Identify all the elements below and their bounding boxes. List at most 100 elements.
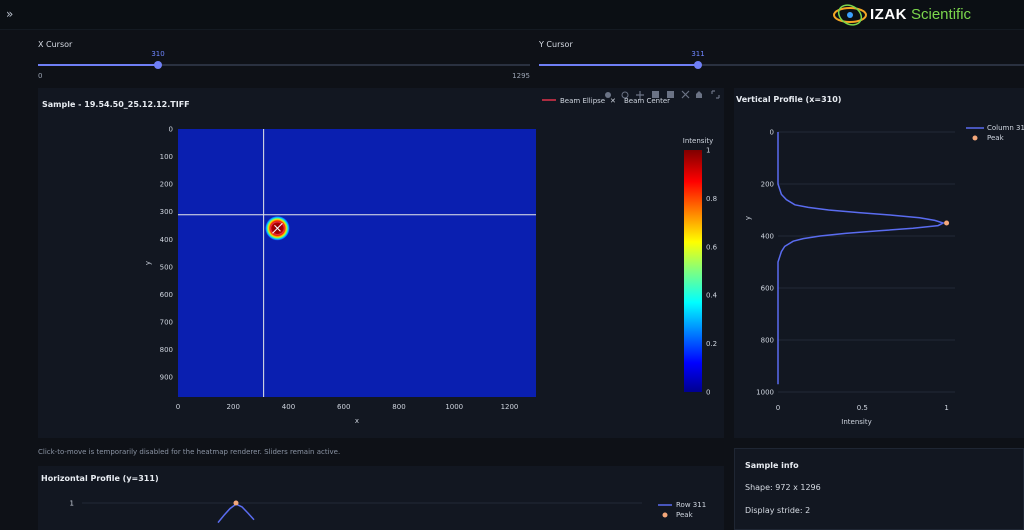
horizontal-profile-chart[interactable]: 1 Row 311 Peak [38,466,724,530]
autoscale-icon[interactable] [681,90,690,99]
y-tick-label: 500 [160,263,173,271]
renderer-note: Click-to-move is temporarily disabled fo… [38,448,341,456]
x-cursor-value: 310 [151,50,165,58]
zoom-out-icon[interactable] [667,91,674,98]
y-tick-label: 100 [160,153,173,161]
sample-shape: Shape: 972 x 1296 [745,483,821,492]
x-axis-label: x [355,417,359,425]
heatmap-background [178,129,536,397]
y-tick-label: 1 [70,500,74,508]
vertical-profile-title: Vertical Profile (x=310) [736,95,842,104]
x-axis-label: Intensity [841,418,871,426]
horizontal-profile-plot-area[interactable]: 1 [70,500,642,524]
vertical-profile-panel: Vertical Profile (x=310) 0 200 400 600 800 10… [734,88,1024,438]
plot-toolbar[interactable] [605,90,720,99]
horizontal-profile-panel: Horizontal Profile (y=311) 1 Row 311 Pea… [38,466,724,530]
colorbar-tick-label: 0 [706,389,710,397]
legend-column[interactable]: Column 310 [987,124,1024,132]
x-cursor-track[interactable] [38,61,530,69]
x-cursor-fill [38,64,158,66]
y-tick-label: 400 [761,233,774,241]
y-tick-label: 200 [160,181,173,189]
y-cursor-slider[interactable]: Y Cursor 311 [539,38,1024,82]
x-tick-label: 800 [392,403,405,411]
x-cursor-thumb[interactable] [154,61,162,69]
column-profile-line [777,132,946,385]
colorbar [684,150,702,392]
x-cursor-slider[interactable]: X Cursor 310 0 1295 [38,38,530,82]
y-cursor-thumb[interactable] [694,61,702,69]
legend-beam-center[interactable]: Beam Center [624,97,670,105]
heatmap-plot-area[interactable]: 0 200 400 600 800 1000 1200 0 100 200 300 400 500 600… [144,126,536,426]
y-tick-label: 600 [761,285,774,293]
y-tick-label: 800 [160,346,173,354]
top-bar: » IZAK Scientific [0,0,1024,30]
colorbar-ticks: 1 0.8 0.6 0.4 0.2 0 [706,147,718,397]
legend-peak[interactable]: Peak [987,134,1005,142]
x-cursor-label: X Cursor [38,40,73,49]
y-tick-label: 300 [160,208,173,216]
legend-beam-ellipse[interactable]: Beam Ellipse [560,97,605,105]
heatmap-title: Sample - 19.54.50_25.12.12.TIFF [42,100,190,109]
y-tick-label: 0 [770,129,774,137]
heatmap-panel: Sample - 19.54.50_25.12.12.TIFF [38,88,724,438]
pan-icon[interactable] [636,91,644,99]
logo-brand: IZAK [870,6,907,23]
y-axis-label: y [144,261,152,265]
double-chevron-right-icon[interactable]: » [6,7,14,21]
zoom-icon[interactable] [621,91,629,99]
y-cursor-label: Y Cursor [539,40,573,49]
heatmap-legend[interactable]: Beam Ellipse ✕ Beam Center [542,97,670,105]
row-profile-line [217,503,255,524]
zoom-in-icon[interactable] [652,91,659,98]
x-tick-label: 400 [282,403,295,411]
y-tick-label: 800 [761,337,774,345]
x-cursor-max: 1295 [512,72,530,80]
vertical-profile-legend[interactable]: Column 310 Peak [966,124,1024,142]
x-tick-label: 0 [776,404,780,412]
y-tick-label: 200 [761,181,774,189]
heatmap-chart[interactable]: Beam Ellipse ✕ Beam Center 0 200 400 600 800… [38,88,724,438]
peak-marker [944,220,950,226]
colorbar-tick-label: 1 [706,147,710,155]
x-tick-label: 600 [337,403,350,411]
sample-info-title: Sample info [745,461,799,470]
camera-icon[interactable] [605,92,611,98]
colorbar-title: Intensity [683,137,713,145]
horizontal-profile-legend[interactable]: Row 311 Peak [658,501,706,519]
x-tick-label: 1 [944,404,948,412]
peak-swatch [972,135,978,141]
horizontal-profile-title: Horizontal Profile (y=311) [41,474,159,483]
logo-suffix: Scientific [911,6,972,23]
sample-info-panel: Sample info Shape: 972 x 1296 Display st… [734,448,1024,530]
x-cursor-min: 0 [38,72,43,80]
company-logo: IZAK Scientific [828,3,971,27]
beam-center-marker: ✕ [610,97,616,105]
peak-swatch [662,512,668,518]
logo-mark-icon [833,4,867,26]
beam-ellipse [270,221,285,235]
y-tick-label: 1000 [756,389,774,397]
x-tick-label: 1000 [445,403,463,411]
colorbar-tick-label: 0.6 [706,243,718,251]
y-tick-label: 0 [169,126,173,134]
beam-axis-minor [274,224,281,232]
y-tick-label: 700 [160,319,173,327]
y-cursor-track[interactable] [539,61,1024,69]
x-tick-label: 200 [227,403,240,411]
legend-row[interactable]: Row 311 [676,501,706,509]
x-tick-label: 0.5 [857,404,868,412]
y-axis-label: y [744,216,752,220]
reset-icon[interactable] [696,91,702,98]
colorbar-tick-label: 0.2 [706,340,717,348]
sample-stride: Display stride: 2 [745,506,811,515]
legend-peak[interactable]: Peak [676,511,694,519]
colorbar-tick-label: 0.8 [706,195,717,203]
y-cursor-fill [539,64,698,66]
y-tick-label: 400 [160,236,173,244]
y-tick-label: 900 [160,374,173,382]
colorbar-tick-label: 0.4 [706,292,718,300]
fullscreen-icon[interactable] [711,90,720,99]
